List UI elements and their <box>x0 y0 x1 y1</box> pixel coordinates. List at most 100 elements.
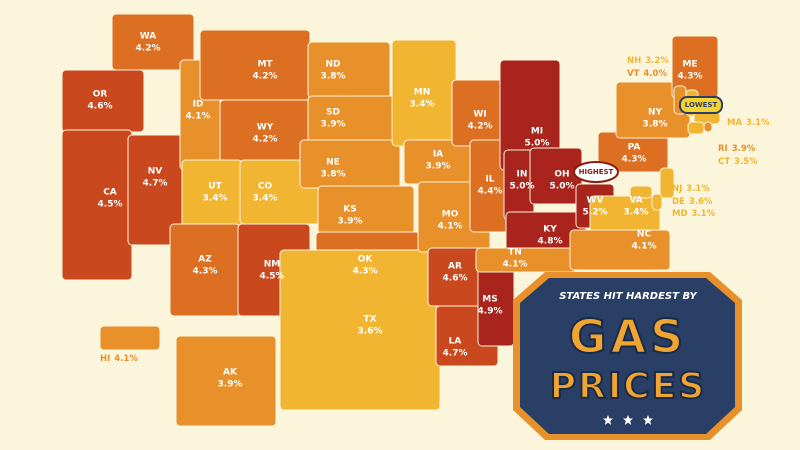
state-value: 3.8% <box>321 170 346 180</box>
state-abbr: AR <box>448 262 462 272</box>
state-value: 3.9% <box>321 120 346 130</box>
star <box>603 415 613 425</box>
state-value: 3.9% <box>218 380 243 390</box>
state-value: 4.3% <box>193 267 218 277</box>
state-abbr: IA <box>433 150 443 160</box>
state-value: 3.1% <box>746 118 770 128</box>
state-value: 4.1% <box>186 112 211 122</box>
state-value: 4.2% <box>253 72 278 82</box>
state-abbr: AK <box>223 368 238 378</box>
state-value: 4.2% <box>136 44 161 54</box>
state-label: MD 3.1% <box>672 209 716 219</box>
state-shape <box>299 139 401 189</box>
state-value: 4.2% <box>468 122 493 132</box>
state-value: 5.2% <box>583 208 608 218</box>
state-value: 3.8% <box>321 72 346 82</box>
state-abbr: NJ <box>672 184 682 194</box>
badge-shape <box>679 96 723 114</box>
state-abbr: WI <box>473 110 486 120</box>
state-abbr: MI <box>531 127 543 137</box>
state-abbr: RI <box>718 144 728 154</box>
state-value: 3.4% <box>410 100 435 110</box>
state-labels: WA 4.2% OR 4.6% CA 4.5% NV 4.7% ID 4.1% MT 4.2% WY 4.… <box>88 32 771 390</box>
state-label: HI 4.1% <box>100 354 138 364</box>
badge-shape <box>573 161 619 183</box>
state-value: 3.4% <box>624 208 649 218</box>
state-value: 3.1% <box>692 209 716 219</box>
state-value: 4.1% <box>632 242 657 252</box>
state-value: 4.6% <box>443 274 468 284</box>
state-abbr: NC <box>637 230 652 240</box>
state-abbr: OK <box>358 255 374 265</box>
state-value: 4.5% <box>260 272 285 282</box>
star <box>643 415 653 425</box>
state-shape <box>659 167 675 199</box>
state-abbr: AZ <box>198 255 212 265</box>
state-value: 4.9% <box>478 307 503 317</box>
state-value: 4.7% <box>443 349 468 359</box>
state-value: 4.0% <box>643 69 667 79</box>
state-value: 3.5% <box>734 157 758 167</box>
state-shape <box>629 185 653 199</box>
state-abbr: TN <box>508 248 522 258</box>
state-abbr: VA <box>629 196 642 206</box>
state-abbr: KY <box>543 225 557 235</box>
state-shape <box>111 13 195 71</box>
title-main: GAS <box>569 310 688 364</box>
state-value: 4.3% <box>622 155 647 165</box>
state-value: 3.9% <box>426 162 451 172</box>
state-abbr: HI <box>100 354 110 364</box>
state-abbr: CO <box>258 182 273 192</box>
state-abbr: CA <box>103 188 117 198</box>
state-shape <box>703 121 713 133</box>
state-label: DE 3.6% <box>672 197 713 207</box>
state-abbr: ME <box>682 60 697 70</box>
state-value: 4.3% <box>678 72 703 82</box>
state-abbr: CT <box>718 157 730 167</box>
state-label: NH 3.2% <box>627 56 669 66</box>
title-main: PRICES <box>550 366 706 407</box>
state-tiles <box>61 13 721 427</box>
state-value: 5.0% <box>510 182 535 192</box>
badge-text: LOWEST <box>685 101 718 109</box>
state-abbr: ND <box>325 60 340 70</box>
state-abbr: VT <box>627 69 640 79</box>
badge-text: HIGHEST <box>579 168 614 176</box>
state-shape <box>99 325 161 351</box>
state-value: 5.0% <box>525 139 550 149</box>
state-abbr: MA <box>727 118 742 128</box>
state-abbr: MO <box>442 210 459 220</box>
state-value: 4.2% <box>253 135 278 145</box>
state-abbr: ID <box>193 100 204 110</box>
state-value: 4.5% <box>98 200 123 210</box>
stars <box>603 415 653 425</box>
state-value: 3.9% <box>338 217 363 227</box>
state-abbr: MN <box>414 88 431 98</box>
state-abbr: SD <box>326 108 340 118</box>
state-abbr: NM <box>264 260 281 270</box>
state-abbr: IN <box>517 170 528 180</box>
state-abbr: WY <box>257 123 274 133</box>
state-abbr: NH <box>627 56 641 66</box>
state-abbr: OH <box>554 170 569 180</box>
state-abbr: MT <box>257 60 273 70</box>
state-abbr: WA <box>140 32 157 42</box>
state-value: 4.1% <box>503 260 528 270</box>
state-abbr: UT <box>208 182 222 192</box>
state-abbr: NV <box>148 167 163 177</box>
state-abbr: LA <box>449 337 462 347</box>
state-shape <box>307 41 391 99</box>
badge-body <box>520 278 735 434</box>
state-label: VT 4.0% <box>627 69 667 79</box>
state-shape <box>651 193 663 211</box>
state-value: 4.1% <box>114 354 138 364</box>
state-label: RI 3.9% <box>718 144 756 154</box>
state-label: CT 3.5% <box>718 157 758 167</box>
state-value: 4.7% <box>143 179 168 189</box>
state-abbr: IL <box>485 175 494 185</box>
state-value: 4.1% <box>438 222 463 232</box>
state-abbr: NE <box>326 158 340 168</box>
state-abbr: NY <box>648 108 663 118</box>
state-value: 3.8% <box>643 120 668 130</box>
